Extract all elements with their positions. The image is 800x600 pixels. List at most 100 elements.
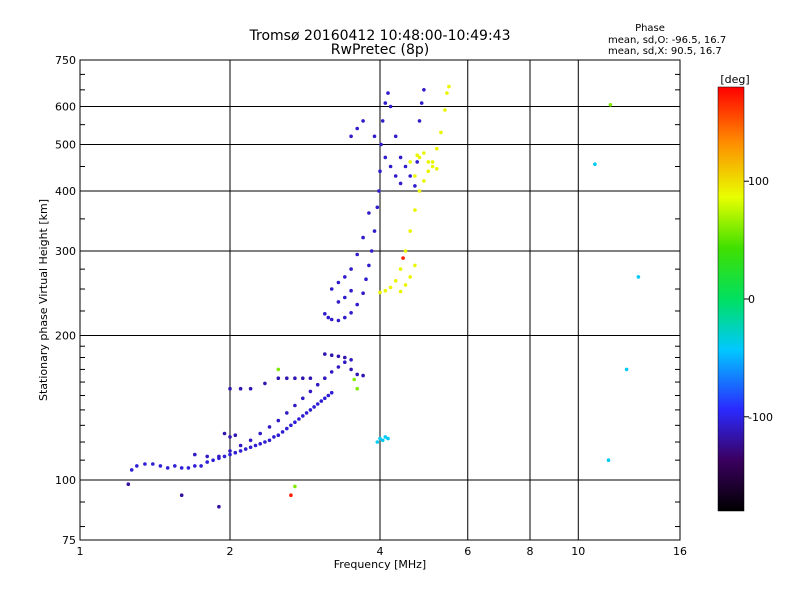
chart-subtitle: RwPretec (8p) [331, 42, 429, 58]
data-point [258, 442, 263, 446]
data-point [217, 454, 221, 459]
data-point [293, 403, 297, 408]
data-point [323, 376, 327, 381]
data-point [301, 396, 305, 401]
data-point [289, 423, 293, 428]
data-point [343, 355, 347, 360]
series-group [126, 482, 221, 509]
data-point [186, 466, 191, 470]
data-point [408, 229, 413, 233]
series-group [323, 88, 426, 323]
data-point [361, 235, 365, 240]
data-point [355, 372, 360, 377]
series-group [289, 256, 405, 498]
data-point [211, 458, 215, 463]
data-point [383, 288, 388, 293]
data-point [349, 358, 353, 362]
x-axis-label: Frequency [MHz] [334, 558, 426, 571]
data-point [624, 367, 629, 372]
data-point [205, 454, 209, 459]
x-tick-label: 1 [77, 545, 84, 558]
data-point [383, 435, 388, 439]
data-point [129, 468, 134, 472]
data-point [228, 435, 232, 439]
series-group [276, 103, 613, 489]
data-point [355, 252, 360, 257]
colorbar-tick-label: 100 [748, 175, 769, 188]
data-point [329, 390, 334, 395]
data-point [364, 277, 368, 282]
data-point [408, 174, 413, 178]
data-point [179, 466, 184, 470]
data-point [380, 119, 385, 123]
data-point [285, 426, 289, 431]
data-point [151, 462, 155, 466]
data-point [415, 153, 420, 157]
data-point [398, 267, 403, 271]
data-point [369, 249, 374, 253]
data-point [293, 484, 297, 489]
data-point [375, 440, 380, 444]
series-group [375, 162, 641, 463]
series-group [193, 358, 353, 459]
data-point [199, 464, 203, 468]
data-point [367, 263, 371, 268]
x-tick-label: 16 [673, 545, 687, 558]
x-tick-label: 6 [464, 545, 471, 558]
data-point [304, 411, 309, 415]
data-point [608, 103, 613, 107]
data-point [349, 134, 353, 139]
data-point [276, 433, 281, 438]
data-point [375, 205, 380, 210]
data-point [336, 365, 341, 369]
data-point [422, 88, 426, 92]
y-tick-label: 300 [55, 245, 76, 258]
colorbar [717, 86, 745, 512]
data-point [349, 267, 353, 271]
data-point [417, 189, 422, 193]
data-point [222, 454, 227, 459]
data-point [336, 318, 341, 323]
colorbar-label: [deg] [720, 73, 749, 86]
x-tick-label: 10 [571, 545, 585, 558]
data-point [326, 315, 331, 320]
data-point [336, 300, 341, 304]
data-point [238, 443, 243, 448]
data-point [422, 179, 426, 183]
data-point [403, 249, 408, 253]
data-point [293, 376, 297, 381]
data-point [267, 425, 272, 429]
colorbar-tick-label: -100 [748, 411, 773, 424]
data-point [243, 447, 248, 451]
data-point [378, 290, 382, 295]
data-point [263, 381, 267, 386]
data-point [289, 493, 293, 498]
data-point [285, 411, 289, 415]
data-point [329, 353, 334, 358]
y-tick-label: 400 [55, 185, 76, 198]
data-point [126, 482, 131, 487]
data-point [383, 155, 388, 160]
data-point [636, 275, 641, 279]
data-point [361, 119, 365, 123]
data-point [285, 376, 289, 381]
data-point [301, 376, 305, 381]
data-point [413, 184, 417, 188]
data-point [293, 420, 297, 425]
phase-legend-heading: Phase [635, 23, 665, 34]
data-point [413, 174, 417, 178]
data-point [222, 431, 227, 436]
phase-legend-o: mean, sd,O: -96.5, 16.7 [608, 35, 726, 46]
data-point [228, 449, 232, 453]
data-point [413, 208, 417, 212]
data-point [276, 367, 281, 372]
data-point [217, 504, 221, 509]
data-point [143, 462, 147, 466]
data-point [323, 352, 327, 356]
data-point [398, 289, 403, 294]
data-point [417, 119, 422, 123]
data-point [193, 452, 197, 457]
data-point [388, 104, 393, 109]
data-point [426, 160, 431, 164]
